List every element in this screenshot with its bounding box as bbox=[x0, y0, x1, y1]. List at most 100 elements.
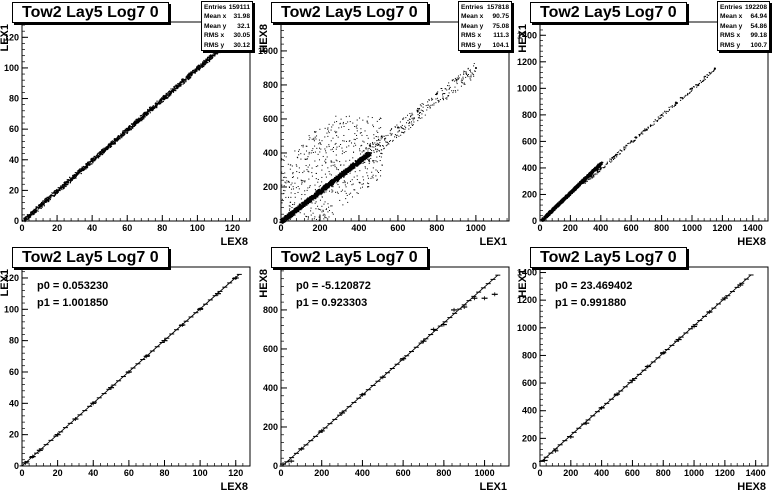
scatter-point bbox=[312, 148, 314, 150]
scatter-point bbox=[99, 151, 101, 154]
scatter-point bbox=[359, 132, 361, 134]
scatter-point bbox=[327, 211, 329, 213]
scatter-point bbox=[82, 165, 85, 168]
scatter-point bbox=[47, 199, 49, 202]
scatter-point bbox=[111, 143, 113, 146]
scatter-point bbox=[181, 80, 183, 82]
x-tick-label: 40 bbox=[87, 223, 97, 233]
y-tick-label: 1000 bbox=[258, 46, 278, 56]
scatter-point bbox=[321, 189, 323, 191]
scatter-point bbox=[163, 99, 165, 101]
scatter-point bbox=[201, 64, 203, 66]
scatter-point bbox=[173, 89, 175, 91]
scatter-point bbox=[138, 120, 140, 122]
scatter-point bbox=[379, 155, 381, 157]
scatter-point bbox=[94, 158, 96, 160]
scatter-point bbox=[92, 157, 94, 159]
scatter-point bbox=[88, 164, 90, 166]
scatter-point bbox=[283, 221, 286, 223]
scatter-point bbox=[196, 66, 198, 68]
scatter-point bbox=[326, 187, 328, 190]
scatter-point bbox=[218, 50, 220, 52]
scatter-point bbox=[342, 204, 344, 206]
scatter-point bbox=[110, 144, 112, 146]
scatter-point bbox=[442, 93, 444, 95]
scatter-point bbox=[96, 156, 98, 158]
scatter-point bbox=[220, 51, 222, 53]
scatter-point bbox=[315, 201, 317, 203]
scatter-point bbox=[290, 184, 292, 186]
scatter-point bbox=[304, 194, 306, 196]
scatter-point bbox=[170, 88, 172, 90]
scatter-point bbox=[134, 122, 137, 124]
scatter-point bbox=[298, 205, 300, 207]
scatter-point bbox=[344, 190, 346, 192]
scatter-point bbox=[380, 170, 382, 172]
scatter-point bbox=[315, 190, 317, 192]
scatter-point bbox=[292, 203, 294, 205]
scatter-point bbox=[332, 151, 334, 153]
scatter-point bbox=[466, 73, 468, 75]
scatter-point bbox=[452, 80, 454, 82]
scatter-point bbox=[375, 175, 377, 177]
scatter-point bbox=[196, 68, 198, 70]
scatter-point bbox=[322, 185, 324, 187]
scatter-point bbox=[306, 145, 308, 147]
scatter-point bbox=[376, 120, 378, 122]
scatter-point bbox=[445, 97, 447, 99]
scatter-point bbox=[396, 137, 398, 139]
scatter-point bbox=[335, 148, 337, 150]
scatter-point bbox=[381, 153, 383, 155]
scatter-point bbox=[417, 107, 419, 109]
scatter-point bbox=[71, 178, 73, 180]
scatter-point bbox=[305, 150, 307, 152]
scatter-point bbox=[23, 220, 25, 222]
scatter-point bbox=[52, 192, 54, 195]
scatter-point bbox=[124, 129, 126, 131]
x-tick-label: 120 bbox=[225, 223, 240, 233]
scatter-point bbox=[27, 215, 29, 217]
scatter-point bbox=[397, 131, 399, 133]
scatter-point bbox=[182, 78, 184, 80]
scatter-point bbox=[350, 168, 352, 170]
scatter-point bbox=[305, 203, 307, 206]
scatter-point bbox=[375, 136, 377, 138]
scatter-point bbox=[328, 190, 330, 192]
scatter-point bbox=[302, 203, 305, 205]
scatter-point bbox=[309, 186, 311, 188]
scatter-point bbox=[324, 136, 326, 138]
scatter-point bbox=[148, 106, 151, 109]
scatter-point bbox=[373, 134, 375, 136]
scatter-point bbox=[454, 80, 456, 82]
scatter-point bbox=[175, 90, 177, 92]
scatter-point bbox=[174, 89, 176, 91]
scatter-point bbox=[328, 185, 331, 187]
scatter-point bbox=[345, 198, 347, 200]
scatter-point bbox=[293, 208, 296, 210]
scatter-point bbox=[465, 71, 467, 73]
scatter-point bbox=[302, 144, 304, 146]
scatter-point bbox=[366, 135, 368, 137]
scatter-point bbox=[306, 158, 308, 160]
scatter-point bbox=[334, 164, 336, 166]
scatter-point bbox=[28, 215, 30, 218]
scatter-point bbox=[198, 68, 200, 70]
scatter-point bbox=[303, 202, 305, 204]
scatter-point bbox=[204, 63, 207, 65]
scatter-point bbox=[419, 117, 421, 119]
scatter-point bbox=[454, 90, 456, 92]
scatter-point bbox=[343, 170, 345, 172]
scatter-point bbox=[335, 178, 337, 180]
scatter-point bbox=[411, 117, 413, 119]
scatter-point bbox=[47, 196, 49, 199]
scatter-point bbox=[344, 172, 346, 174]
x-tick-label: 200 bbox=[312, 223, 327, 233]
scatter-point bbox=[291, 165, 293, 167]
scatter-point bbox=[58, 188, 60, 191]
scatter-point bbox=[359, 182, 361, 184]
scatter-point bbox=[345, 173, 347, 175]
scatter-point bbox=[292, 210, 294, 212]
scatter-point bbox=[321, 140, 323, 142]
scatter-point bbox=[118, 135, 120, 137]
scatter-point bbox=[200, 65, 202, 67]
